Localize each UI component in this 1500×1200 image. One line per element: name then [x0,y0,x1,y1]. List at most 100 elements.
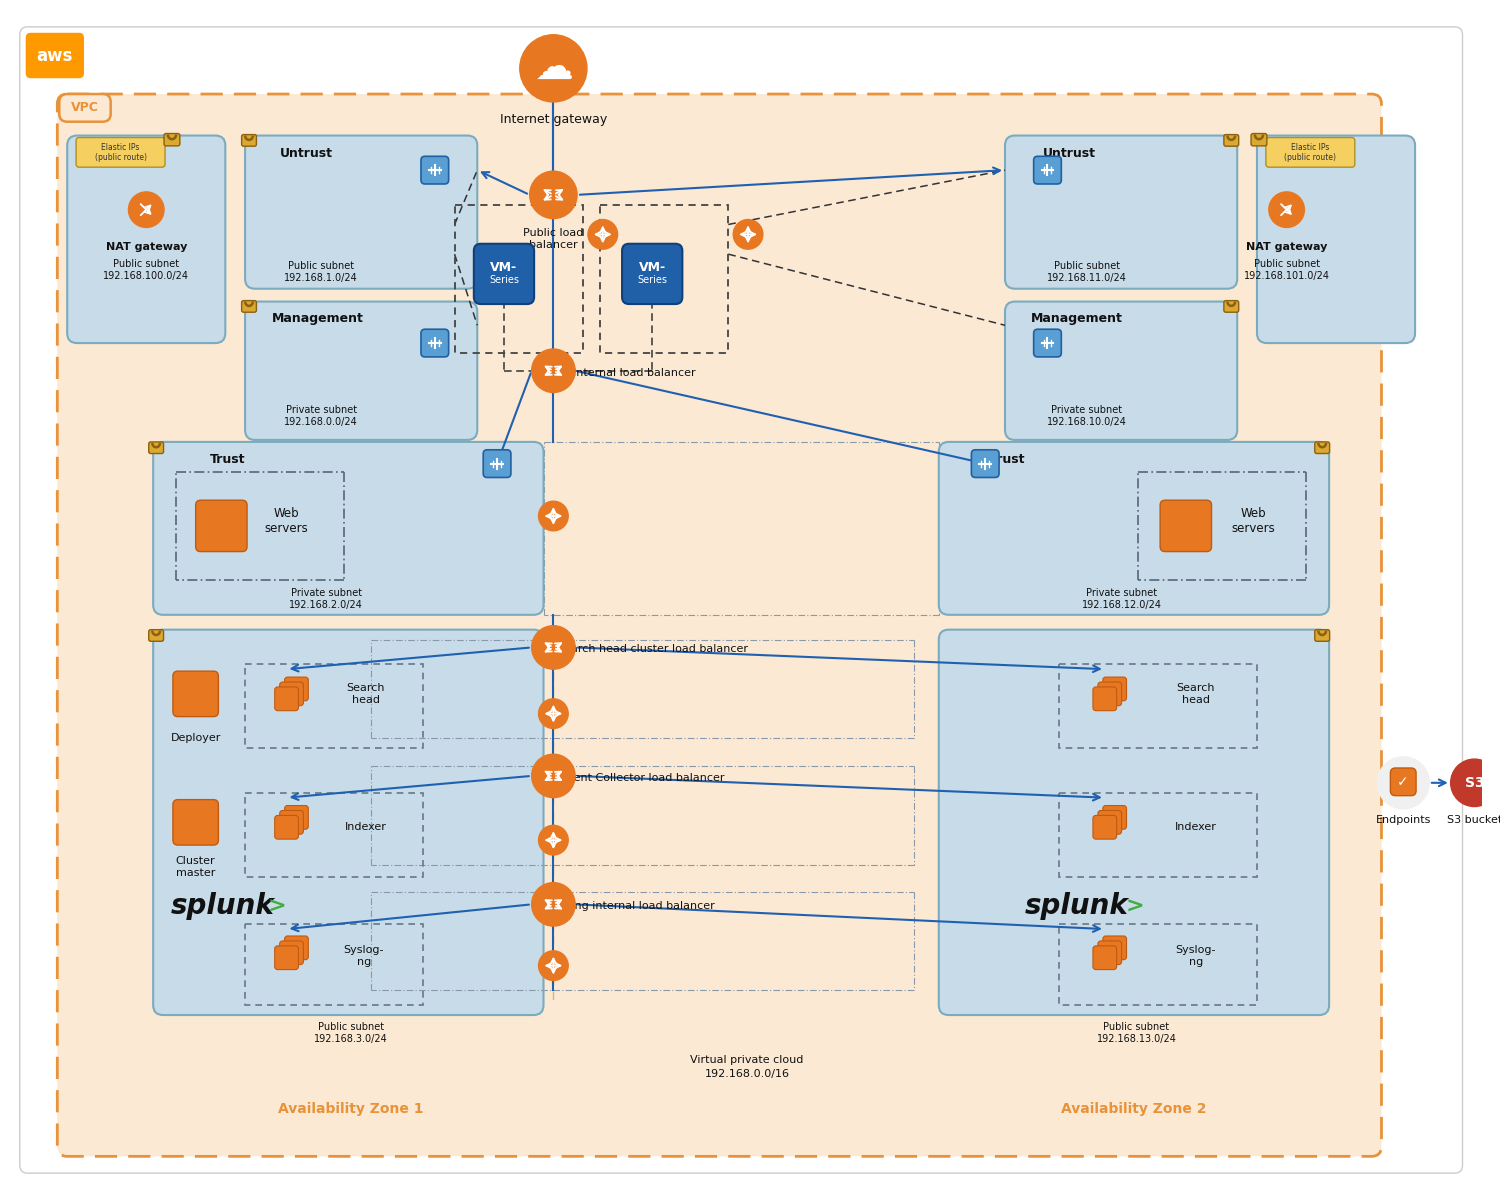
Text: Web
servers: Web servers [1232,506,1275,535]
Circle shape [538,698,568,728]
Text: Syslog-
ng: Syslog- ng [1176,944,1216,966]
Text: Public subnet: Public subnet [112,259,180,269]
FancyBboxPatch shape [1160,500,1212,552]
Text: 192.168.11.0/24: 192.168.11.0/24 [1047,272,1126,283]
Text: 192.168.10.0/24: 192.168.10.0/24 [1047,418,1126,427]
Text: NAT gateway: NAT gateway [105,242,188,252]
Text: Elastic IPs
(public route): Elastic IPs (public route) [94,143,147,162]
FancyBboxPatch shape [285,677,309,701]
Text: Management: Management [273,312,364,325]
FancyBboxPatch shape [474,244,534,304]
Circle shape [531,625,574,670]
Circle shape [531,754,574,798]
FancyBboxPatch shape [1316,630,1329,641]
Text: Public load
balancer: Public load balancer [524,228,584,250]
Circle shape [538,502,568,530]
Bar [1059,793,1257,877]
Text: aws: aws [36,47,72,65]
Text: Public subnet: Public subnet [318,1022,384,1032]
Text: Availability Zone 2: Availability Zone 2 [1060,1102,1206,1116]
Circle shape [538,826,568,854]
FancyBboxPatch shape [164,133,180,146]
FancyBboxPatch shape [242,301,256,312]
FancyBboxPatch shape [1102,677,1126,701]
Text: Indexer: Indexer [345,822,387,833]
Text: 192.168.3.0/24: 192.168.3.0/24 [314,1033,387,1044]
FancyBboxPatch shape [1094,816,1116,839]
FancyBboxPatch shape [422,156,448,184]
FancyBboxPatch shape [244,301,477,440]
FancyBboxPatch shape [60,94,111,121]
Circle shape [531,883,574,926]
Text: Private subnet: Private subnet [285,406,357,415]
Text: VM-: VM- [639,262,666,275]
FancyBboxPatch shape [279,810,303,834]
FancyBboxPatch shape [1034,156,1062,184]
Circle shape [1269,192,1305,228]
Text: Deployer: Deployer [171,733,220,743]
FancyBboxPatch shape [1251,133,1268,146]
Circle shape [588,220,618,250]
Text: Trust: Trust [210,454,244,466]
FancyBboxPatch shape [172,671,219,716]
Circle shape [520,35,586,102]
Text: Series: Series [638,275,668,284]
Text: Internal load balancer: Internal load balancer [573,367,696,378]
FancyBboxPatch shape [153,442,543,614]
Bar [600,205,729,353]
Text: Cluster
master: Cluster master [176,856,216,877]
FancyBboxPatch shape [148,630,164,641]
FancyBboxPatch shape [1390,768,1416,796]
Text: VM-: VM- [490,262,517,275]
FancyBboxPatch shape [1098,682,1122,706]
FancyBboxPatch shape [1102,805,1126,829]
FancyBboxPatch shape [172,799,219,845]
Text: S3 bucket: S3 bucket [1448,815,1500,826]
FancyBboxPatch shape [622,244,682,304]
FancyBboxPatch shape [285,936,309,960]
FancyBboxPatch shape [1094,946,1116,970]
Text: Virtual private cloud: Virtual private cloud [690,1055,804,1064]
FancyBboxPatch shape [1098,810,1122,834]
FancyBboxPatch shape [1005,136,1238,289]
FancyBboxPatch shape [1257,136,1414,343]
Text: Public subnet: Public subnet [1254,259,1320,269]
Text: Endpoints: Endpoints [1376,815,1431,826]
Text: 192.168.0.0/16: 192.168.0.0/16 [705,1069,789,1079]
Circle shape [530,172,578,218]
Bar [244,924,423,1006]
Text: Private subnet: Private subnet [291,588,362,598]
Text: >: > [267,896,286,917]
FancyBboxPatch shape [76,138,165,167]
Bar [244,665,423,749]
Text: splunk: splunk [1024,893,1130,920]
Text: Availability Zone 1: Availability Zone 1 [278,1102,423,1116]
Text: splunk: splunk [171,893,274,920]
FancyBboxPatch shape [26,32,84,78]
Text: Public subnet: Public subnet [1054,260,1120,271]
FancyBboxPatch shape [274,816,298,839]
FancyBboxPatch shape [939,442,1329,614]
Text: Untrust: Untrust [280,146,333,160]
Text: Event Collector load balancer: Event Collector load balancer [560,773,724,782]
FancyBboxPatch shape [939,630,1329,1015]
Circle shape [1377,757,1429,809]
Text: Sys-ng internal load balancer: Sys-ng internal load balancer [550,901,714,911]
Text: Trust: Trust [990,454,1026,466]
FancyBboxPatch shape [483,450,512,478]
Text: Indexer: Indexer [1174,822,1216,833]
Text: Untrust: Untrust [1042,146,1095,160]
Text: 192.168.12.0/24: 192.168.12.0/24 [1082,600,1161,610]
Text: 192.168.2.0/24: 192.168.2.0/24 [290,600,363,610]
Circle shape [1450,760,1498,806]
FancyBboxPatch shape [1098,941,1122,965]
FancyBboxPatch shape [422,329,448,356]
Text: VPC: VPC [70,101,99,114]
FancyBboxPatch shape [274,946,298,970]
Bar [454,205,584,353]
Text: Management: Management [1030,312,1124,325]
FancyBboxPatch shape [20,26,1462,1174]
Text: Internet gateway: Internet gateway [500,113,608,126]
Text: Private subnet: Private subnet [1086,588,1156,598]
FancyBboxPatch shape [279,682,303,706]
